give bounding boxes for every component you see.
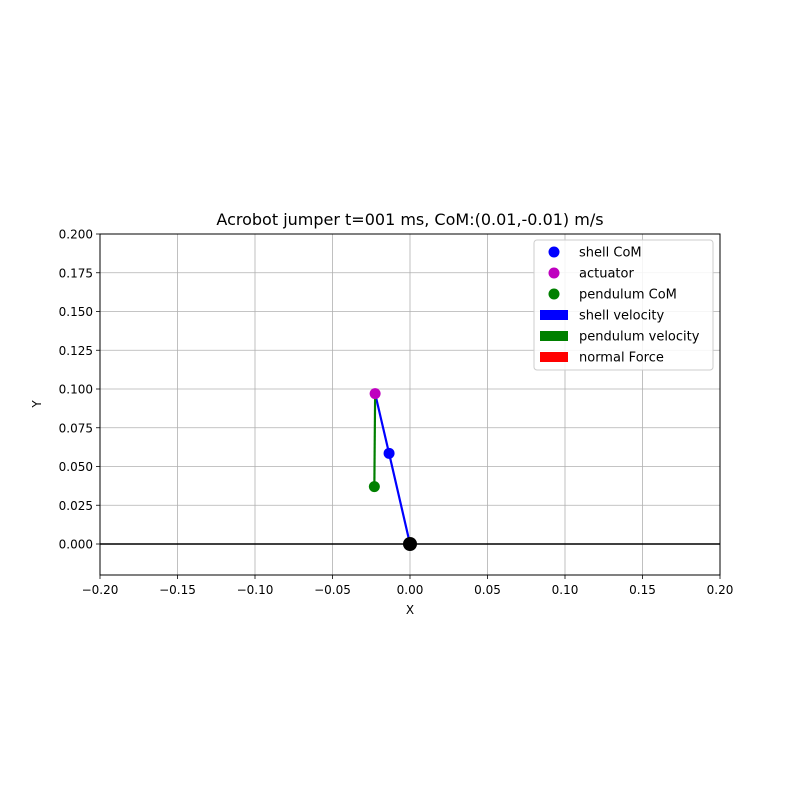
legend-marker-pendulum-com xyxy=(548,288,560,300)
x-tick-label: −0.15 xyxy=(159,583,196,597)
y-tick-label: 0.125 xyxy=(59,344,93,358)
legend-marker-normal-force xyxy=(540,352,568,362)
legend-label-normal-force: normal Force xyxy=(579,351,664,366)
pendulum-com-point xyxy=(368,481,380,493)
y-tick-label: 0.200 xyxy=(59,228,93,242)
x-tick-label: 0.10 xyxy=(552,583,579,597)
shell-com-point xyxy=(383,447,395,459)
y-tick-label: 0.100 xyxy=(59,383,93,397)
x-axis-label: X xyxy=(406,603,414,617)
y-tick-label: 0.025 xyxy=(59,499,93,513)
x-tick-label: 0.15 xyxy=(629,583,656,597)
y-axis-label: Y xyxy=(30,400,44,409)
plot-area xyxy=(100,388,720,551)
y-tick-label: 0.075 xyxy=(59,421,93,435)
chart-title: Acrobot jumper t=001 ms, CoM:(0.01,-0.01… xyxy=(216,210,603,229)
x-tick-label: −0.05 xyxy=(314,583,351,597)
legend-label-pendulum-velocity: pendulum velocity xyxy=(579,330,700,345)
y-tick-label: 0.175 xyxy=(59,266,93,280)
pendulum-link xyxy=(373,393,377,487)
x-tick-label: −0.20 xyxy=(82,583,119,597)
x-tick-label: 0.00 xyxy=(397,583,424,597)
legend-label-shell-velocity: shell velocity xyxy=(579,309,664,324)
legend-marker-shell-velocity xyxy=(540,310,568,320)
ticks: −0.20 −0.15 −0.10 −0.05 0.00 0.05 0.10 0.15 0.20… xyxy=(59,228,734,598)
actuator-point xyxy=(369,388,381,400)
legend-marker-pendulum-velocity xyxy=(540,331,568,341)
x-tick-label: 0.05 xyxy=(474,583,501,597)
legend-label-pendulum-com: pendulum CoM xyxy=(579,288,677,303)
y-tick-label: 0.000 xyxy=(59,538,93,552)
legend: shell CoM actuator pendulum CoM shell veloc… xyxy=(533,239,714,371)
x-tick-label: −0.10 xyxy=(237,583,274,597)
legend-label-shell-com: shell CoM xyxy=(579,246,642,261)
legend-box xyxy=(533,239,714,371)
contact-point xyxy=(403,537,417,551)
legend-label-actuator: actuator xyxy=(579,267,634,282)
legend-marker-shell-com xyxy=(548,246,560,258)
legend-marker-actuator xyxy=(548,267,560,279)
y-tick-label: 0.150 xyxy=(59,305,93,319)
y-tick-label: 0.050 xyxy=(59,460,93,474)
x-tick-label: 0.20 xyxy=(707,583,734,597)
shell-link xyxy=(374,393,412,545)
